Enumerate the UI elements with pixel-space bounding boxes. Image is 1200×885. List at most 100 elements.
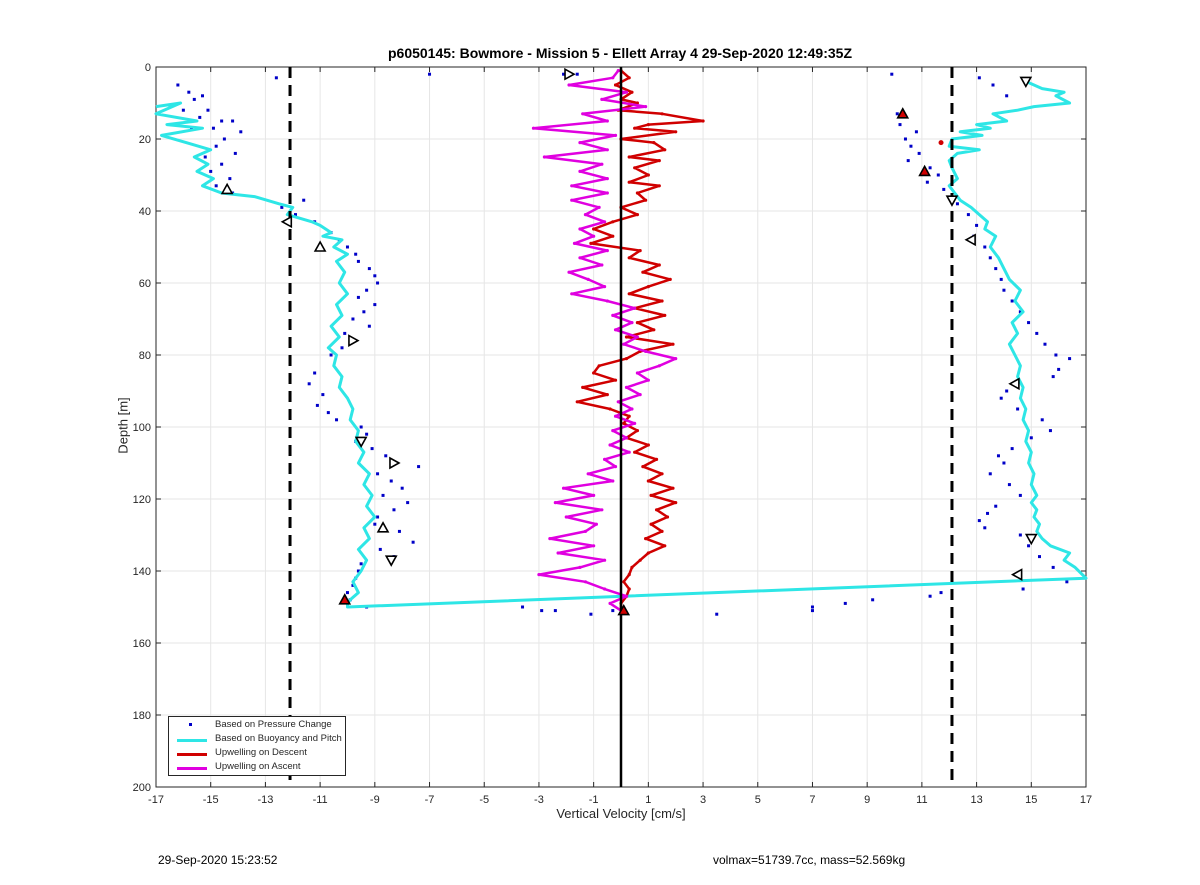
x-tick-label: -15 — [203, 794, 219, 806]
pressure-point — [903, 137, 907, 141]
pressure-point — [955, 202, 959, 206]
pressure-point — [397, 529, 401, 533]
pressure-point — [917, 151, 921, 155]
pressure-point — [274, 76, 278, 80]
series-point — [638, 558, 642, 562]
series-point — [611, 234, 615, 238]
pressure-point — [906, 159, 910, 163]
series-point — [660, 529, 664, 534]
footer-timestamp: 29-Sep-2020 15:23:52 — [158, 853, 278, 867]
pressure-point — [220, 119, 224, 123]
y-tick-label: 200 — [133, 782, 151, 794]
series-point — [630, 90, 634, 94]
pressure-point — [942, 187, 946, 191]
series-point — [613, 465, 618, 469]
pressure-point — [1027, 544, 1031, 548]
series-point — [646, 479, 650, 483]
series-point — [652, 328, 656, 332]
marker-triangle-down — [945, 195, 959, 207]
series-point — [652, 141, 656, 145]
series-point — [583, 580, 588, 584]
series-point — [633, 166, 637, 170]
pressure-point — [1016, 407, 1020, 411]
pressure-point — [201, 94, 204, 98]
series-point — [657, 364, 661, 368]
y-tick-label: 20 — [139, 134, 151, 146]
x-tick-label: -3 — [534, 794, 544, 806]
pressure-point — [890, 72, 894, 76]
pressure-point — [307, 382, 311, 386]
series-point — [600, 508, 604, 512]
pressure-point — [214, 184, 218, 188]
series-point — [663, 544, 667, 548]
legend-label-descent: Upwelling on Descent — [215, 747, 307, 758]
series-point — [674, 130, 678, 134]
pressure-point — [996, 454, 1000, 458]
y-tick-label: 60 — [139, 278, 151, 290]
marker-triangle-left — [1008, 377, 1020, 391]
legend-item-descent: Upwelling on Descent — [169, 747, 345, 760]
series-point — [581, 385, 585, 389]
series-point — [613, 378, 618, 382]
series-point — [657, 184, 661, 188]
series-point — [597, 205, 601, 209]
series-point — [602, 220, 607, 224]
series-point — [605, 249, 609, 253]
series-point — [627, 292, 631, 296]
series-point — [613, 133, 618, 137]
x-tick-label: 3 — [700, 794, 706, 806]
series-point — [649, 493, 653, 497]
pressure-point — [810, 609, 814, 613]
series-point — [646, 173, 650, 177]
pressure-point — [351, 583, 355, 587]
legend-item-ascent: Upwelling on Ascent — [169, 761, 345, 774]
legend-swatch-ascent — [177, 767, 207, 770]
series-point — [605, 148, 609, 152]
pressure-point — [228, 177, 232, 181]
series-point — [578, 256, 582, 260]
pressure-point — [417, 465, 421, 469]
x-tick-label: 17 — [1080, 794, 1092, 806]
series-point — [635, 429, 640, 433]
series-point — [605, 191, 609, 195]
y-tick-label: 120 — [133, 494, 151, 506]
pressure-point — [406, 501, 410, 505]
x-tick-label: 9 — [864, 794, 870, 806]
pressure-point — [575, 72, 579, 76]
marker-triangle-right — [389, 456, 401, 470]
marker-dot — [938, 140, 944, 146]
series-point — [586, 277, 590, 281]
series-point — [644, 105, 648, 109]
x-tick-label: -17 — [148, 794, 164, 806]
pressure-point — [294, 213, 297, 217]
pressure-point — [384, 454, 388, 458]
pressure-point — [1018, 493, 1022, 497]
series-point — [641, 465, 645, 469]
series-point — [572, 241, 577, 245]
pressure-point — [521, 605, 525, 609]
series-point — [701, 119, 705, 123]
marker-triangle-up — [617, 603, 631, 616]
series-point — [600, 97, 604, 101]
series-point — [627, 256, 631, 260]
pressure-point — [928, 166, 932, 170]
pressure-point — [988, 472, 992, 476]
series-point — [592, 493, 596, 497]
pressure-point — [359, 562, 363, 566]
series-point — [611, 313, 615, 317]
pressure-point — [356, 259, 360, 263]
series-point — [674, 501, 678, 505]
series-point — [624, 90, 629, 94]
series-point — [556, 551, 560, 555]
pressure-point — [1068, 357, 1072, 361]
series-point — [627, 587, 631, 591]
series-point — [605, 393, 609, 397]
pressure-point — [1027, 321, 1031, 325]
series-point — [586, 472, 590, 476]
series-point — [600, 263, 604, 267]
marker-triangle-up — [220, 182, 234, 195]
series-point — [611, 429, 615, 433]
series-point — [570, 292, 574, 296]
x-axis-label: Vertical Velocity [cm/s] — [556, 806, 686, 821]
